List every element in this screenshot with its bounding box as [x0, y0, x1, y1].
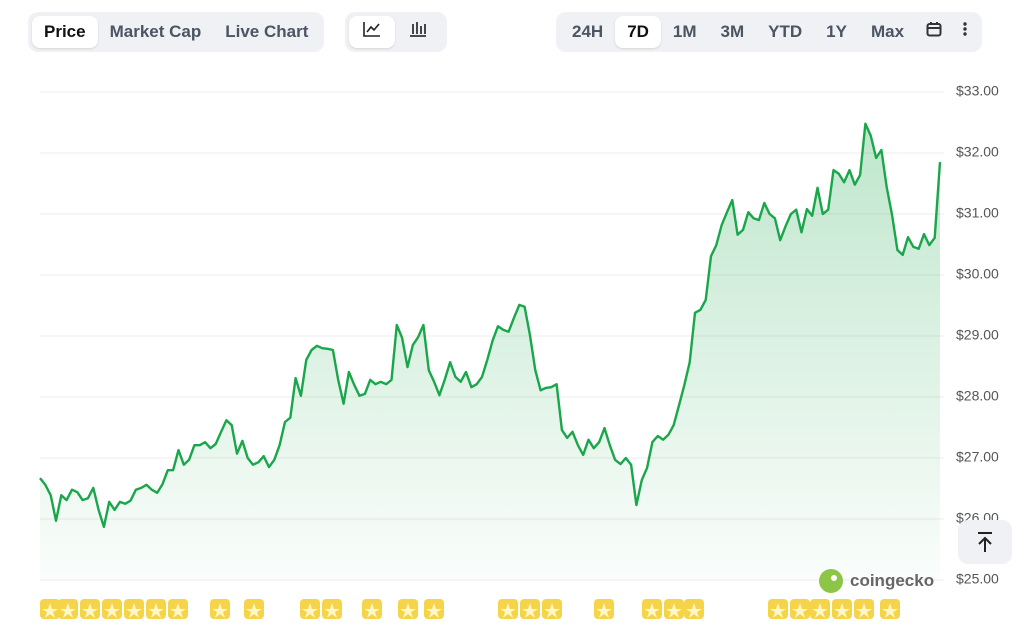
event-icon	[686, 603, 702, 618]
event-icon	[400, 603, 416, 618]
event-marker	[832, 599, 852, 619]
event-marker	[424, 599, 444, 619]
watermark: coingecko	[818, 568, 934, 594]
range-button[interactable]: YTD	[768, 22, 803, 41]
event-marker	[542, 599, 562, 619]
event-marker	[880, 599, 900, 619]
event-icon	[302, 603, 318, 618]
line	[39, 122, 942, 529]
view-tabs: Price Market Cap Live Chart	[28, 12, 325, 52]
y-tick-label: $31.00	[956, 205, 999, 221]
event-marker	[58, 599, 78, 619]
scroll-top-button[interactable]	[958, 520, 1012, 564]
range-button[interactable]: Max	[870, 22, 905, 41]
range-button[interactable]: 24H	[572, 22, 604, 41]
event-icon	[246, 603, 262, 618]
event-marker	[854, 599, 874, 619]
range-button[interactable]: 1M	[672, 22, 697, 41]
event-marker	[300, 599, 320, 619]
y-tick-label: $32.00	[956, 144, 999, 160]
event-icon	[812, 603, 828, 618]
view-button[interactable]: Live Chart	[225, 22, 309, 41]
event-marker	[124, 599, 144, 619]
event-marker	[362, 599, 382, 619]
event-icon	[596, 603, 612, 618]
event-marker	[398, 599, 418, 619]
event-marker	[768, 599, 788, 619]
event-icon	[170, 603, 186, 618]
event-marker	[664, 599, 684, 619]
range-button[interactable]: 1Y	[826, 22, 847, 41]
event-icon	[104, 603, 120, 618]
event-marker	[790, 599, 810, 619]
event-marker	[210, 599, 230, 619]
line-style-button[interactable]	[349, 16, 395, 48]
watermark-text: coingecko	[850, 571, 935, 590]
range-button[interactable]: 3M	[720, 22, 745, 41]
event-icon	[882, 603, 898, 618]
event-icon	[212, 603, 228, 618]
event-marker	[684, 599, 704, 619]
event-icon	[60, 603, 76, 618]
event-marker	[642, 599, 662, 619]
event-marker	[322, 599, 342, 619]
event-icon	[834, 603, 850, 618]
candle-style-button[interactable]	[395, 16, 441, 48]
y-tick-label: $27.00	[956, 449, 999, 465]
event-marker	[40, 599, 60, 619]
y-tick-label: $30.00	[956, 266, 999, 282]
event-icon	[792, 603, 808, 618]
event-icon	[644, 603, 660, 618]
view-button[interactable]: Market Cap	[109, 22, 202, 41]
event-icon	[42, 603, 58, 618]
view-button[interactable]: Price	[32, 16, 98, 48]
event-marker	[520, 599, 540, 619]
event-marker	[810, 599, 830, 619]
event-icon	[364, 603, 380, 618]
event-icon	[856, 603, 872, 618]
event-marker	[168, 599, 188, 619]
event-icon	[770, 603, 786, 618]
y-tick-label: $25.00	[956, 571, 999, 587]
event-icon	[666, 603, 682, 618]
event-marker	[244, 599, 264, 619]
event-icon	[426, 603, 442, 618]
watermark-logo	[819, 569, 843, 593]
event-icon	[126, 603, 142, 618]
chart-style-tabs	[345, 12, 447, 52]
range-button[interactable]: 7D	[615, 16, 661, 48]
calendar-button[interactable]	[916, 16, 952, 48]
y-tick-label: $33.00	[956, 83, 999, 99]
event-marker	[102, 599, 122, 619]
event-icon	[82, 603, 98, 618]
event-icon	[148, 603, 164, 618]
event-marker	[594, 599, 614, 619]
more-button[interactable]	[952, 16, 978, 48]
event-marker	[498, 599, 518, 619]
event-marker	[146, 599, 166, 619]
y-tick-label: $29.00	[956, 327, 999, 343]
y-tick-label: $28.00	[956, 388, 999, 404]
event-icon	[324, 603, 340, 618]
event-marker	[80, 599, 100, 619]
event-icon	[500, 603, 516, 618]
range-tabs: 24H 7D 1M 3M YTD 1Y Max	[556, 12, 983, 52]
area	[40, 123, 940, 580]
event-icon	[522, 603, 538, 618]
event-icon	[544, 603, 560, 618]
